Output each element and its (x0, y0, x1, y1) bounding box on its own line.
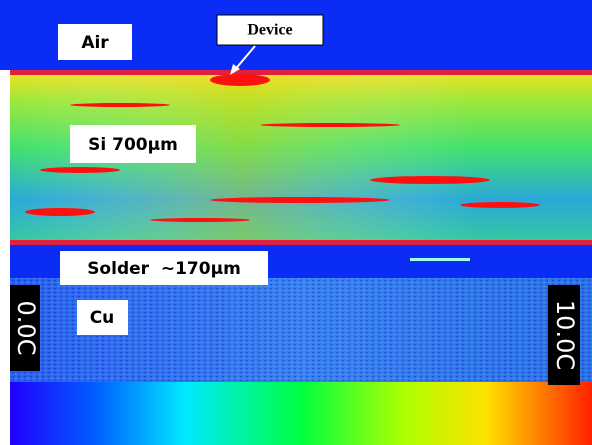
surface-edge (10, 70, 592, 75)
label-copper: Cu (90, 308, 115, 328)
label-silicon: Si 700µm (88, 135, 178, 155)
label-device: Device (247, 22, 292, 39)
scale-min: 0.0C (12, 301, 40, 356)
thermal-image: 0.0C 10.0C Air Device Si 700µm Solder ~1… (0, 0, 592, 445)
color-scale (10, 382, 592, 445)
scale-max: 10.0C (551, 300, 579, 370)
label-solder: Solder ~170µm (87, 259, 241, 279)
solder-feature (410, 258, 470, 261)
silicon-edge (10, 240, 592, 245)
label-air: Air (81, 33, 109, 53)
